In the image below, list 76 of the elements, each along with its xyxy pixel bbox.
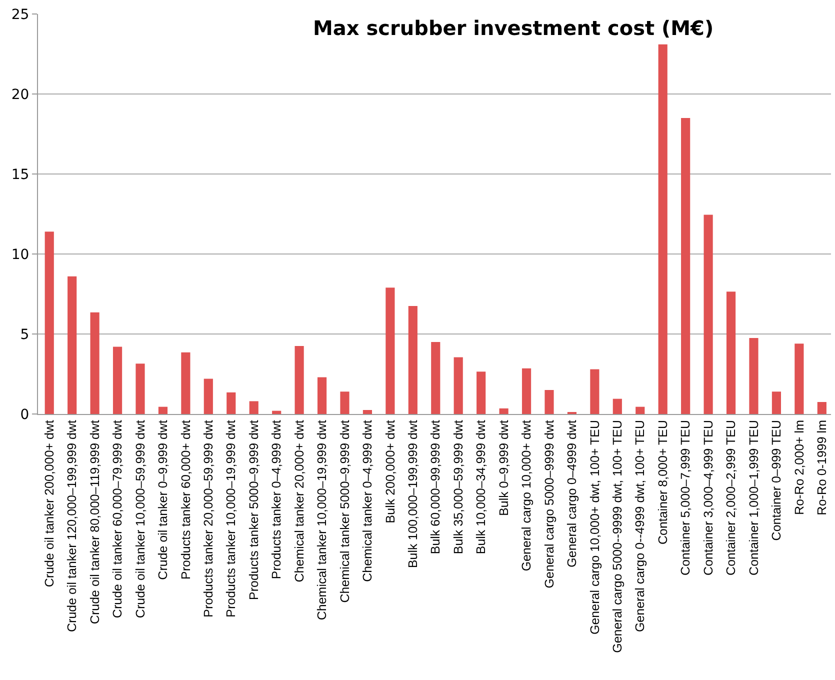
bar bbox=[772, 392, 782, 414]
bar bbox=[226, 392, 236, 414]
x-tick-label: Bulk 0–9,999 dwt bbox=[496, 419, 511, 516]
bar bbox=[340, 392, 350, 414]
x-tick-label: Crude oil tanker 60,000–79,999 dwt bbox=[110, 419, 125, 618]
bar bbox=[158, 406, 168, 414]
x-tick-label: Products tanker 60,000+ dwt bbox=[178, 419, 193, 580]
y-tick-label: 5 bbox=[20, 326, 30, 343]
x-tick-label: Ro-Ro 0-1999 lm bbox=[814, 420, 829, 516]
x-tick-label: Products tanker 20,000–59,999 dwt bbox=[201, 419, 216, 618]
bar bbox=[590, 369, 600, 414]
bar bbox=[749, 338, 758, 414]
bar bbox=[817, 402, 826, 414]
y-tick-label: 20 bbox=[11, 86, 30, 103]
x-tick-label: General cargo 10,000+ dwt, 100+ TEU bbox=[588, 420, 602, 634]
bar bbox=[317, 377, 327, 414]
bar bbox=[386, 288, 395, 414]
bar bbox=[794, 344, 804, 414]
x-tick-label: Bulk 35,000–59,999 dwt bbox=[451, 419, 466, 554]
x-tick-label: Container 3,000–4,999 TEU bbox=[701, 420, 716, 576]
bar bbox=[522, 368, 532, 414]
bar bbox=[44, 232, 54, 414]
x-tick-label: Ro-Ro 2,000+ lm bbox=[792, 420, 806, 515]
bar bbox=[204, 378, 213, 414]
y-tick-label: 10 bbox=[11, 246, 30, 263]
x-tick-label: Crude oil tanker 0–9,999 dwt bbox=[156, 419, 170, 580]
x-tick-label: Bulk 60,000–99,999 dwt bbox=[428, 419, 443, 554]
bar bbox=[294, 346, 304, 414]
bar bbox=[112, 346, 122, 414]
x-tick-label: Products tanker 5000–9,999 dwt bbox=[246, 419, 261, 600]
x-tick-label: General cargo 0–4999 dwt bbox=[565, 419, 580, 568]
x-tick-label: Chemical tanker 10,000–19,999 dwt bbox=[315, 419, 330, 620]
y-tick-label: 25 bbox=[11, 6, 30, 23]
bar bbox=[544, 390, 554, 414]
bar bbox=[476, 372, 486, 414]
bar bbox=[658, 44, 668, 414]
bar bbox=[704, 214, 713, 414]
bar bbox=[636, 406, 645, 414]
bar bbox=[431, 342, 440, 414]
x-tick-label: Chemical tanker 20,000+ dwt bbox=[292, 419, 306, 582]
x-tick-label: Chemical tanker 5000–9,999 dwt bbox=[338, 419, 352, 603]
x-tick-label: Crude oil tanker 200,000+ dwt bbox=[42, 419, 56, 588]
bar bbox=[408, 306, 418, 414]
x-tick-label: Crude oil tanker 80,000–119,999 dwt bbox=[88, 419, 102, 624]
x-tick-label: General cargo 5000–9999 dwt bbox=[542, 419, 556, 588]
bar bbox=[249, 401, 258, 414]
x-tick-label: Crude oil tanker 120,000–199,999 dwt bbox=[65, 419, 80, 632]
chart-title: Max scrubber investment cost (M€) bbox=[313, 16, 714, 40]
bar bbox=[726, 292, 736, 414]
x-tick-label: Products tanker 0–4,999 dwt bbox=[270, 419, 284, 580]
bar bbox=[612, 398, 622, 414]
x-tick-label: General cargo 10,000+ dwt bbox=[520, 419, 534, 572]
bar bbox=[362, 410, 372, 414]
x-tick-label: Container 5,000–7,999 TEU bbox=[678, 420, 693, 576]
bar bbox=[136, 364, 145, 414]
x-tick-label: General cargo 5000--9999 dwt, 100+ TEU bbox=[610, 420, 624, 653]
x-tick-label: Bulk 200,000+ dwt bbox=[383, 419, 398, 524]
x-tick-label: Container 8,000+ TEU bbox=[656, 420, 670, 544]
x-tick-label: Container 1,000–1,999 TEU bbox=[746, 420, 761, 576]
bar bbox=[181, 352, 190, 414]
bar bbox=[68, 276, 77, 414]
x-tick-label: Chemical tanker 0–4,999 dwt bbox=[360, 419, 375, 582]
bar bbox=[272, 410, 282, 414]
x-tick-label: Container 2,000–2,999 TEU bbox=[724, 420, 738, 576]
bar bbox=[90, 312, 100, 414]
y-tick-label: 0 bbox=[20, 406, 30, 423]
x-tick-label: Bulk 100,000–199,999 dwt bbox=[406, 419, 420, 568]
x-tick-label: Bulk 10,000–34,999 dwt bbox=[474, 419, 488, 554]
x-tick-label: Crude oil tanker 10,000–59,999 dwt bbox=[133, 419, 148, 618]
bar bbox=[681, 118, 690, 414]
x-tick-label: Products tanker 10,000–19,999 dwt bbox=[224, 419, 238, 618]
bar bbox=[499, 408, 508, 414]
x-tick-label: General cargo 0--4999 dwt, 100+ TEU bbox=[633, 420, 648, 632]
bar bbox=[454, 357, 463, 414]
x-tick-label: Container 0–999 TEU bbox=[770, 420, 784, 541]
y-tick-label: 15 bbox=[11, 166, 30, 183]
